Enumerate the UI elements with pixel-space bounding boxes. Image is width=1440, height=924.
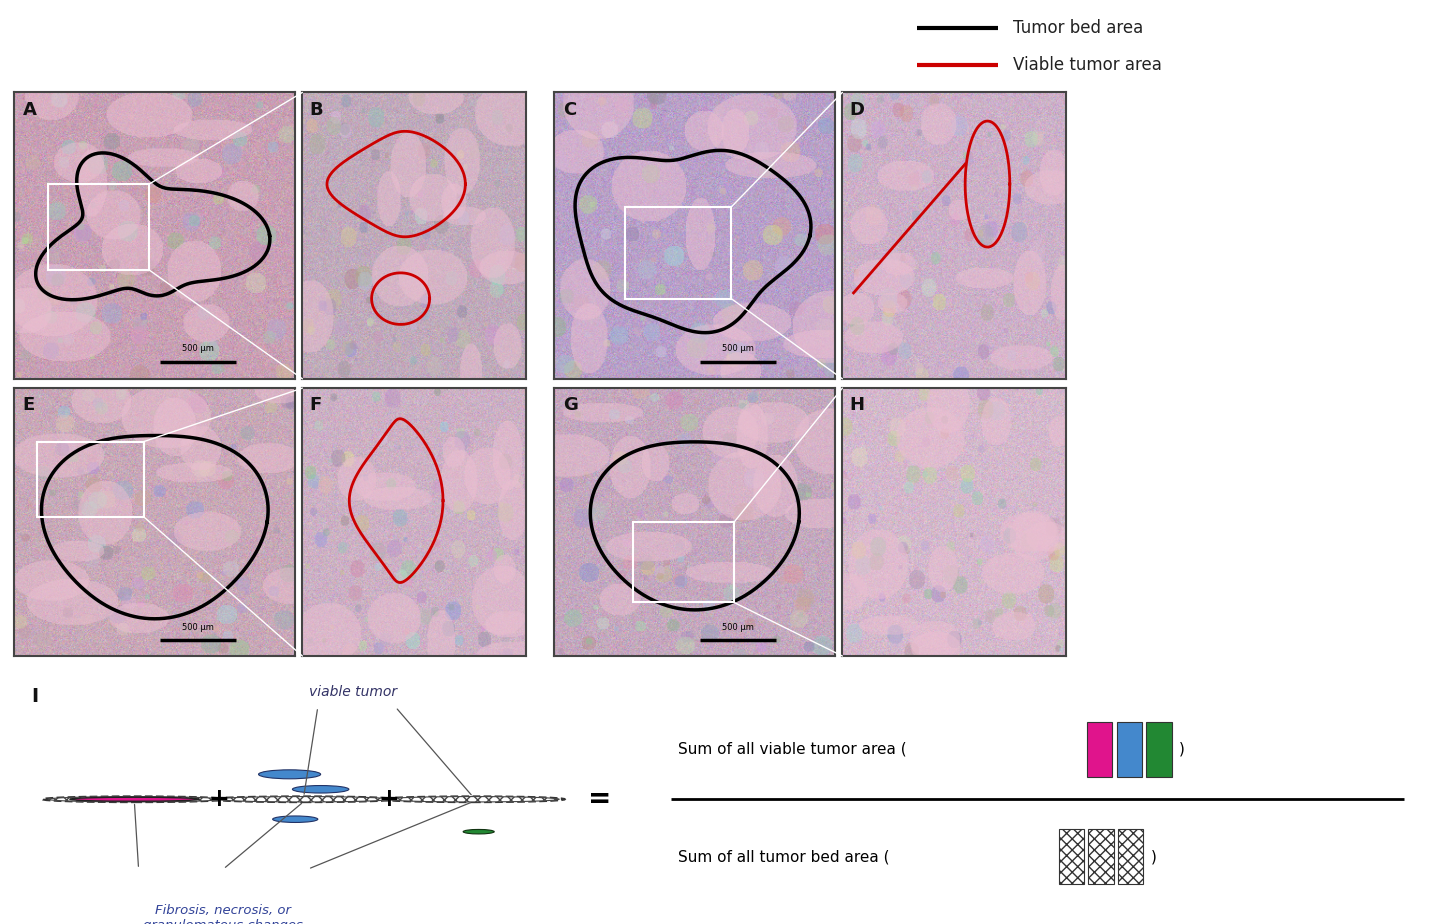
- Bar: [625, 207, 732, 298]
- Bar: [1058, 829, 1084, 884]
- Bar: [634, 522, 734, 602]
- Text: +: +: [209, 787, 229, 811]
- Ellipse shape: [382, 796, 564, 802]
- Text: E: E: [23, 396, 35, 414]
- Ellipse shape: [43, 796, 226, 802]
- Text: Sum of all tumor bed area (: Sum of all tumor bed area (: [678, 849, 888, 864]
- Bar: [37, 442, 144, 517]
- Text: C: C: [563, 101, 576, 119]
- Text: +: +: [377, 787, 399, 811]
- Ellipse shape: [217, 796, 390, 802]
- Text: 500 μm: 500 μm: [723, 623, 755, 632]
- Text: Sum of all viable tumor area (: Sum of all viable tumor area (: [678, 742, 906, 757]
- Text: 500 μm: 500 μm: [183, 623, 215, 632]
- Ellipse shape: [48, 796, 220, 802]
- Bar: [1089, 829, 1113, 884]
- Ellipse shape: [259, 770, 321, 779]
- Text: ): ): [1151, 849, 1156, 864]
- Text: Fibrosis, necrosis, or
granulomatous changes: Fibrosis, necrosis, or granulomatous cha…: [144, 904, 304, 924]
- Ellipse shape: [272, 816, 318, 822]
- Bar: [1117, 829, 1143, 884]
- Text: F: F: [310, 396, 321, 414]
- Text: H: H: [850, 396, 864, 414]
- Text: 500 μm: 500 μm: [723, 344, 755, 353]
- Ellipse shape: [464, 830, 494, 834]
- Text: 500 μm: 500 μm: [183, 344, 215, 353]
- Ellipse shape: [387, 796, 559, 802]
- Text: Viable tumor area: Viable tumor area: [1014, 55, 1162, 74]
- Text: viable tumor: viable tumor: [310, 685, 397, 699]
- Text: ): ): [1178, 742, 1185, 757]
- Bar: [48, 184, 150, 270]
- Bar: [1116, 722, 1142, 777]
- Text: B: B: [310, 101, 323, 119]
- Ellipse shape: [292, 785, 348, 793]
- Bar: [1087, 722, 1112, 777]
- Text: I: I: [32, 687, 39, 706]
- Bar: [1146, 722, 1172, 777]
- Text: G: G: [563, 396, 577, 414]
- Ellipse shape: [69, 797, 199, 801]
- Ellipse shape: [212, 796, 396, 802]
- Text: Tumor bed area: Tumor bed area: [1014, 18, 1143, 37]
- Text: =: =: [589, 785, 612, 813]
- Text: A: A: [23, 101, 36, 119]
- Text: D: D: [850, 101, 864, 119]
